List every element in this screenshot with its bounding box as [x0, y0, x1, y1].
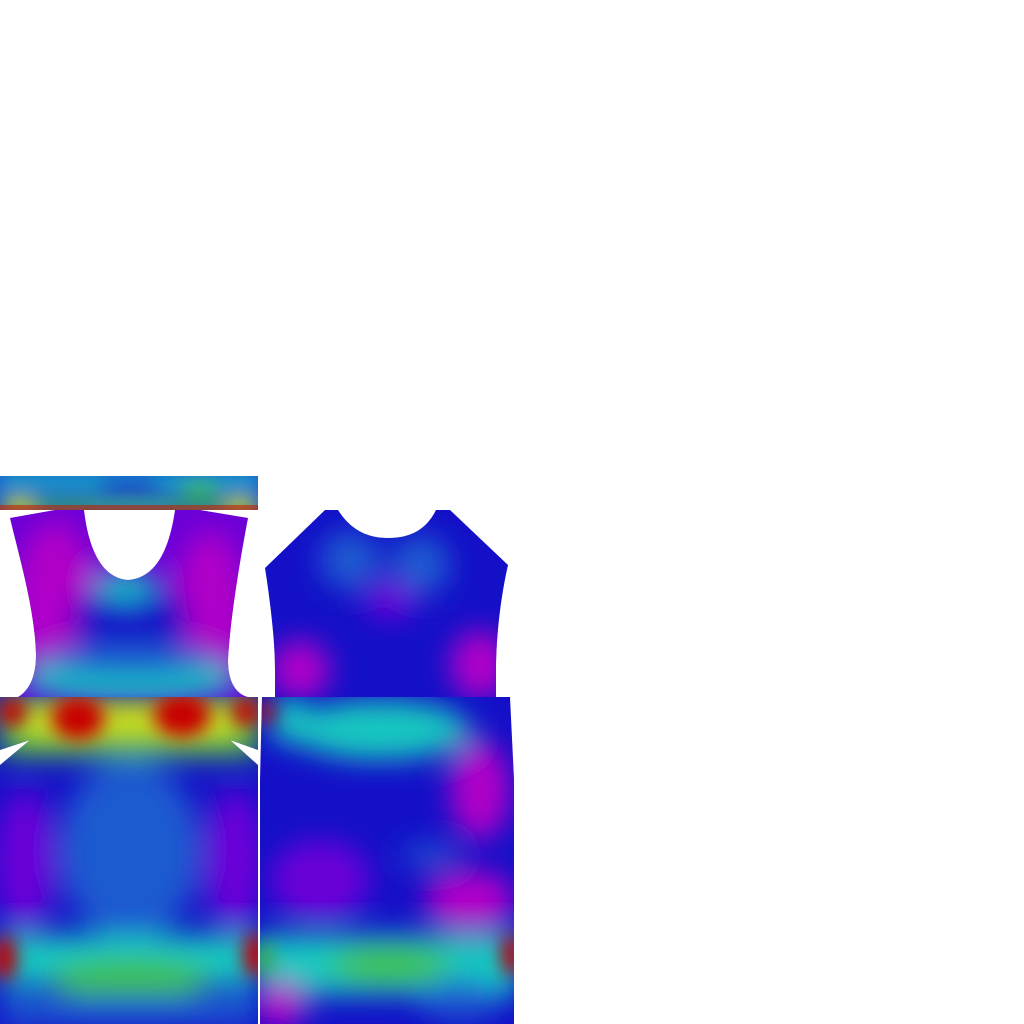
- front-skirt: [0, 697, 258, 1024]
- back-skirt: [260, 697, 514, 1024]
- back-bodice: [265, 510, 508, 697]
- waistband-strip: [0, 476, 258, 510]
- front-bodice: [10, 510, 248, 697]
